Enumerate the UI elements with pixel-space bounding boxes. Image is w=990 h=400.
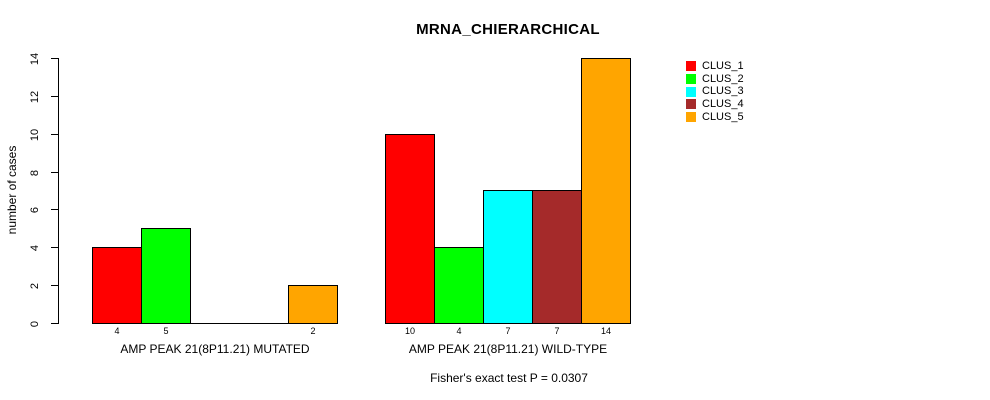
legend-item: CLUS_3: [686, 85, 744, 98]
legend-swatch: [686, 112, 696, 123]
y-axis-tick-label: 2: [29, 282, 41, 290]
bar-value-label: 4: [456, 326, 462, 336]
category-label: AMP PEAK 21(8P11.21) WILD-TYPE: [408, 342, 608, 356]
y-axis-tick: [51, 172, 58, 173]
bar-value-label: 2: [310, 326, 316, 336]
y-axis-tick: [51, 285, 58, 286]
y-axis-tick-label: 0: [29, 320, 41, 328]
y-axis-tick: [51, 134, 58, 135]
bar-clus_2: [434, 247, 484, 324]
legend-item: CLUS_1: [686, 60, 744, 73]
y-axis-tick: [51, 209, 58, 210]
legend-item: CLUS_5: [686, 111, 744, 124]
bar-clus_3: [483, 190, 533, 324]
bar-value-label: 10: [404, 326, 415, 336]
legend-swatch: [686, 74, 696, 85]
legend-swatch: [686, 99, 696, 110]
y-axis-tick-label: 8: [29, 169, 41, 177]
bar-value-label: 14: [600, 326, 611, 336]
y-axis-tick: [51, 247, 58, 248]
y-axis-tick-label: 12: [29, 90, 41, 104]
legend-swatch: [686, 61, 696, 72]
legend-label: CLUS_3: [702, 85, 744, 98]
bar-value-label: 5: [163, 326, 169, 336]
y-axis-tick: [51, 96, 58, 97]
legend-label: CLUS_2: [702, 72, 744, 85]
y-axis-tick-label: 4: [29, 244, 41, 252]
bar-clus_5: [288, 285, 338, 324]
fisher-test-annotation: Fisher's exact test P = 0.0307: [430, 371, 588, 385]
bar-clus_5: [581, 58, 631, 324]
group-baseline: [92, 323, 338, 324]
legend: CLUS_1 CLUS_2 CLUS_3 CLUS_4 CLUS_5: [686, 60, 744, 123]
legend-label: CLUS_4: [702, 97, 744, 110]
legend-label: CLUS_1: [702, 59, 744, 72]
bar-clus_4: [532, 190, 582, 324]
y-axis-tick-label: 10: [29, 128, 41, 142]
bar-clus_2: [141, 228, 191, 324]
legend-item: CLUS_2: [686, 73, 744, 86]
y-axis-tick-label: 6: [29, 206, 41, 214]
legend-label: CLUS_5: [702, 110, 744, 123]
legend-item: CLUS_4: [686, 98, 744, 111]
legend-swatch: [686, 86, 696, 97]
chart-title: MRNA_CHIERARCHICAL: [416, 21, 600, 38]
bar-clus_1: [385, 134, 435, 324]
y-axis-tick-label: 14: [29, 52, 41, 66]
category-label: AMP PEAK 21(8P11.21) MUTATED: [120, 342, 310, 356]
y-axis-tick: [51, 58, 58, 59]
y-axis-line: [58, 58, 59, 324]
y-axis-tick: [51, 323, 58, 324]
bar-value-label: 7: [554, 326, 560, 336]
bar-value-label: 7: [505, 326, 511, 336]
bar-clus_1: [92, 247, 142, 324]
bar-value-label: 4: [114, 326, 120, 336]
